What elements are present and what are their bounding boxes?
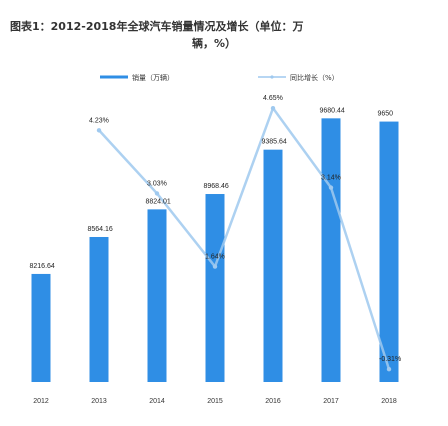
growth-point-2015 <box>212 264 218 269</box>
x-tick-2016: 2016 <box>265 398 281 405</box>
growth-label-2018: -0.31% <box>379 356 401 363</box>
x-tick-2015: 2015 <box>207 398 223 405</box>
growth-point-2017 <box>328 185 334 190</box>
legend-growth-marker <box>270 75 274 79</box>
legend-sales-label: 销量（万辆） <box>132 73 174 82</box>
legend-growth-label: 同比增长（%） <box>290 73 339 82</box>
bar-2017 <box>321 118 341 383</box>
x-tick-2012: 2012 <box>33 398 49 405</box>
x-tick-2013: 2013 <box>91 398 107 405</box>
growth-label-2013: 4.23% <box>89 117 109 124</box>
bar-label-2015: 8968.46 <box>204 183 229 190</box>
bar-label-2013: 8564.16 <box>88 226 113 233</box>
chart-title-line1: 图表1：2012-2018年全球汽车销量情况及增长（单位：万 <box>10 19 303 33</box>
bar-label-2012: 8216.64 <box>30 263 55 270</box>
growth-point-2013 <box>96 128 102 133</box>
data-labels: 8216.64 8564.16 8824.01 8968.46 9385.64 9680.… <box>30 95 402 363</box>
bar-2018 <box>379 121 399 383</box>
growth-line <box>98 106 391 370</box>
x-tick-2014: 2014 <box>149 398 165 405</box>
bar-label-2017: 9680.44 <box>320 107 345 114</box>
growth-point-2018 <box>386 367 392 372</box>
growth-point-2016 <box>270 105 276 111</box>
x-tick-2018: 2018 <box>381 398 397 405</box>
bar-2012 <box>31 273 51 382</box>
bar-label-2014: 8824.01 <box>146 198 171 205</box>
x-axis: 2012 2013 2014 2015 2016 2017 2018 <box>33 398 397 405</box>
growth-label-2014: 3.03% <box>147 180 167 187</box>
bar-2014 <box>147 209 167 382</box>
growth-label-2017: 3.14% <box>321 175 341 182</box>
growth-label-2015: 1.64% <box>205 254 225 261</box>
growth-line-series <box>96 105 392 372</box>
x-tick-2017: 2017 <box>323 398 339 405</box>
bar-2016 <box>263 149 283 382</box>
bar-2015 <box>205 194 225 382</box>
bar-label-2016: 9385.64 <box>262 139 287 146</box>
legend: 销量（万辆） 同比增长（%） <box>100 73 339 82</box>
chart-title-line2: 辆，%） <box>192 36 236 50</box>
bar-label-2018: 9650 <box>378 111 394 118</box>
growth-point-2014 <box>154 191 160 196</box>
bar-series <box>31 118 399 383</box>
bar-2013 <box>89 236 109 382</box>
growth-label-2016: 4.65% <box>263 95 283 102</box>
